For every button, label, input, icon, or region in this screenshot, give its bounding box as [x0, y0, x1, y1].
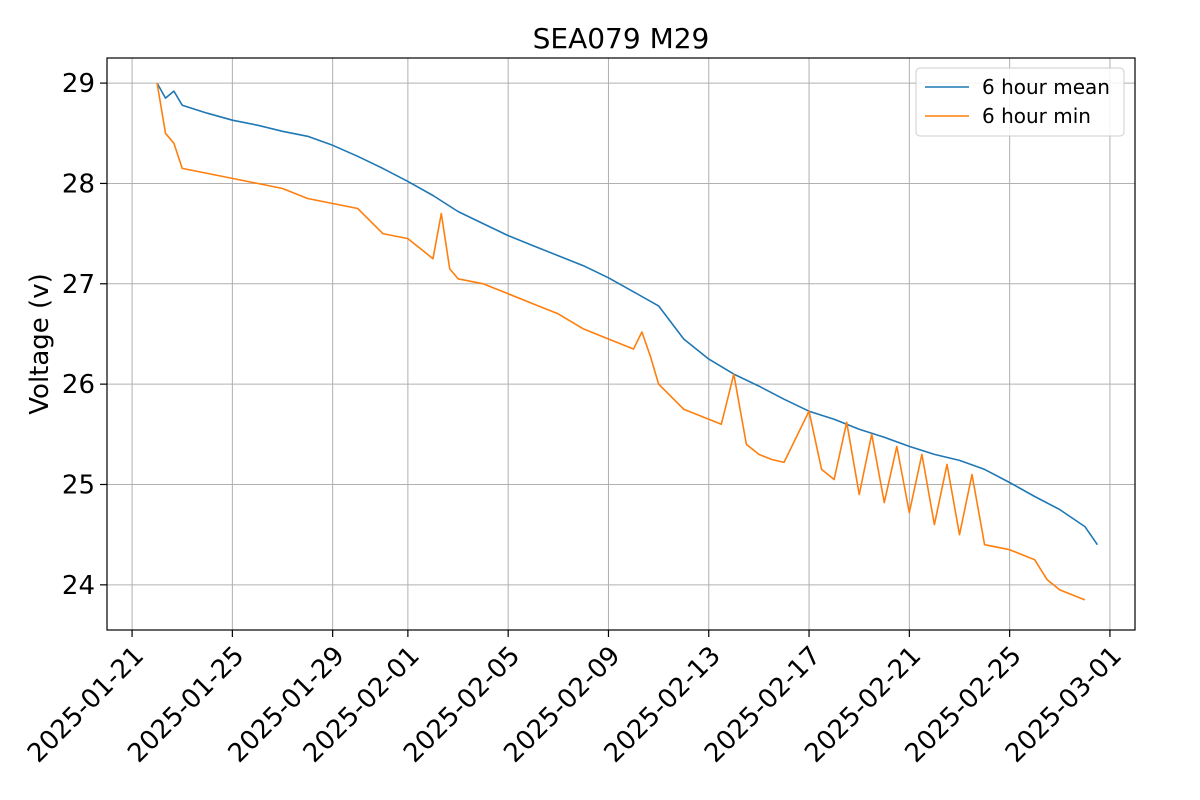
- y-axis-label: Voltage (v): [25, 273, 55, 414]
- legend-box: [915, 67, 1125, 137]
- y-tick-label: 28: [62, 169, 95, 199]
- series-layer: [156, 82, 1099, 601]
- plot-area-frame: [106, 57, 1136, 631]
- legend-label-mean: 6 hour mean: [982, 75, 1110, 99]
- ticks: 2025-01-212025-01-252025-01-292025-02-01…: [22, 69, 1128, 769]
- legend: 6 hour mean 6 hour min: [915, 67, 1125, 137]
- series-line-6-hour-min: [156, 82, 1086, 601]
- y-tick-label: 27: [62, 270, 95, 300]
- y-tick-label: 29: [62, 69, 95, 99]
- legend-label-min: 6 hour min: [982, 104, 1091, 128]
- series-line-6-hour-mean: [156, 82, 1099, 546]
- y-tick-label: 24: [62, 571, 95, 601]
- y-tick-label: 25: [62, 470, 95, 500]
- grid: [107, 58, 1135, 630]
- y-tick-label: 26: [62, 370, 95, 400]
- chart-title: SEA079 M29: [533, 22, 710, 55]
